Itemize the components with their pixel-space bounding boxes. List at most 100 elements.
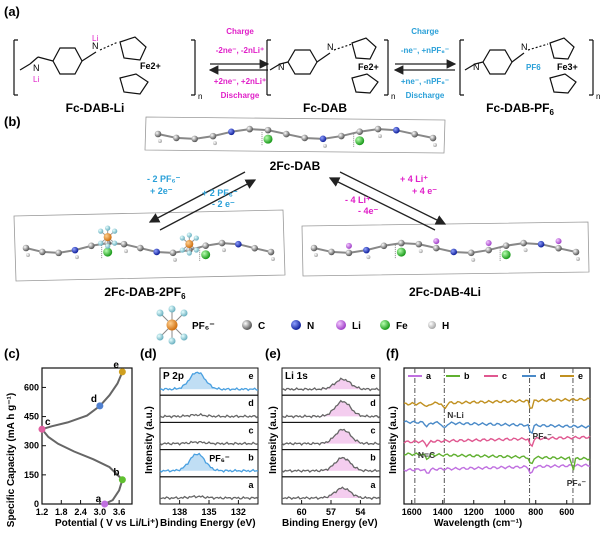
left-arrow-bottom-2: - 2 e⁻: [212, 199, 235, 209]
trace-frame: [281, 394, 381, 423]
trace-frame: [281, 449, 381, 478]
structure2-n2: N: [327, 42, 334, 52]
atom-c: [328, 248, 335, 256]
chart-f-legend-label-b: b: [464, 371, 470, 381]
structure2-fe-label: Fe2+: [358, 62, 379, 72]
right-arrow-bottom-2: - 4e⁻: [358, 206, 379, 216]
atom-c: [301, 134, 308, 142]
chart-e-ylabel: Intensity (a.u.): [268, 406, 279, 474]
chart-f-legend-label-d: d: [540, 371, 546, 381]
atom-h: [173, 257, 177, 262]
chart-f-xtick-label: 1600: [402, 507, 422, 517]
atom-f: [98, 228, 104, 234]
chart-c-ytick-label: 150: [24, 470, 39, 480]
structure2-n-sub: n: [391, 92, 395, 101]
trace-line-b: [281, 456, 381, 473]
structure3-pf6-label: PF6: [526, 63, 541, 72]
chart-c-point-label-e: e: [113, 360, 119, 371]
xtick-label: 54: [355, 507, 365, 517]
chart-c-ytick-label: 450: [24, 412, 39, 422]
atom-c: [380, 242, 388, 250]
model-box-2fc-dab-2pf6: [13, 209, 286, 282]
atom-c: [246, 125, 253, 133]
atom-c: [267, 248, 275, 256]
atom-p: [103, 233, 112, 242]
atom-c: [485, 246, 492, 254]
panel-f-label: (f): [386, 346, 399, 361]
legend-atom-n: [291, 320, 301, 330]
atom-c: [345, 249, 353, 257]
chart-c-point-a: [101, 500, 109, 508]
trace-label-e: e: [248, 371, 253, 381]
chart-f-series-c: [403, 435, 591, 448]
model-box-2fc-dab: [144, 116, 446, 154]
atom-n: [71, 246, 79, 254]
structure3-n-sub: n: [596, 92, 600, 101]
atom-c: [202, 242, 209, 250]
atom-h: [366, 255, 371, 260]
atom-c: [356, 128, 363, 136]
legend-label-h: H: [442, 321, 449, 332]
atom-c: [22, 244, 30, 252]
structure-fc-dab-li: [13, 36, 196, 96]
atom-n: [228, 128, 235, 136]
atom-legend: PF₆⁻ C N Li Fe H: [156, 305, 449, 345]
trace-line-c: [159, 440, 259, 446]
chart-d-ylabel: Intensity (a.u.): [144, 406, 155, 474]
structure1-n2: N: [92, 41, 99, 51]
left-arrow-top-2: + 2e⁻: [150, 186, 173, 196]
trace-label-e: e: [370, 371, 375, 381]
atom-li: [433, 238, 440, 245]
atom-h: [314, 253, 318, 257]
chart-title: Li 1s: [285, 371, 308, 382]
atom-n: [363, 246, 370, 254]
chart-f-legend-label-e: e: [578, 371, 583, 381]
atom-c: [154, 130, 162, 138]
atom-h: [158, 139, 162, 143]
trace-label-b: b: [370, 453, 376, 463]
trace-peak-fill-d: [282, 400, 380, 418]
trace-frame: [159, 476, 259, 505]
atom-f: [112, 240, 118, 246]
atom-n: [235, 240, 242, 248]
trace-peak-fill-a: [282, 487, 380, 500]
model-name-2fc-dab: 2Fc-DAB: [270, 159, 321, 173]
structure-fc-dab-pf6: [459, 37, 594, 96]
chart-f-ylabel: Intensity (a.u.): [388, 406, 399, 474]
arrow2-top-eq: -ne⁻, +nPF₆⁻: [401, 46, 449, 55]
atom-c: [55, 249, 62, 257]
arrow1-top-label: Charge: [226, 27, 254, 36]
atom-c: [555, 244, 562, 252]
atom-c: [137, 244, 144, 252]
structure1-li-top: Li: [92, 34, 98, 43]
atom-c: [411, 130, 418, 138]
atom-c: [398, 239, 405, 247]
atom-c: [120, 240, 128, 248]
atom-fe: [103, 247, 113, 257]
atom-c: [209, 132, 217, 140]
structure1-n-sub: n: [198, 92, 202, 101]
atom-f: [112, 228, 118, 234]
right-arrow-top-1: + 4 Li⁺: [400, 174, 428, 184]
legend-atom-fe: [380, 320, 390, 330]
structure3-name-main: Fc-DAB-PF: [486, 101, 549, 115]
atom-h: [433, 143, 437, 148]
legend-label-n: N: [307, 321, 314, 332]
atom-c: [432, 244, 440, 252]
arrow1-top-eq: -2ne⁻, -2nLi⁺: [216, 46, 264, 55]
atom-h: [471, 257, 476, 262]
atom-c: [572, 248, 580, 256]
atom-c: [467, 249, 475, 257]
atom-n: [319, 135, 327, 143]
atom-h: [75, 255, 79, 260]
atom-f: [179, 235, 185, 241]
chart-f-series-a: [403, 463, 591, 475]
trace-line-e: [159, 371, 259, 392]
chart-f-legend-label-c: c: [502, 371, 507, 381]
atom-c: [520, 239, 527, 247]
arrow1-bottom-eq: +2ne⁻, +2nLi⁺: [214, 77, 266, 86]
trace-label-c: c: [248, 425, 253, 435]
chart-c-point-label-d: d: [91, 394, 97, 405]
atom-f: [179, 247, 185, 253]
trace-label-a: a: [370, 480, 376, 490]
